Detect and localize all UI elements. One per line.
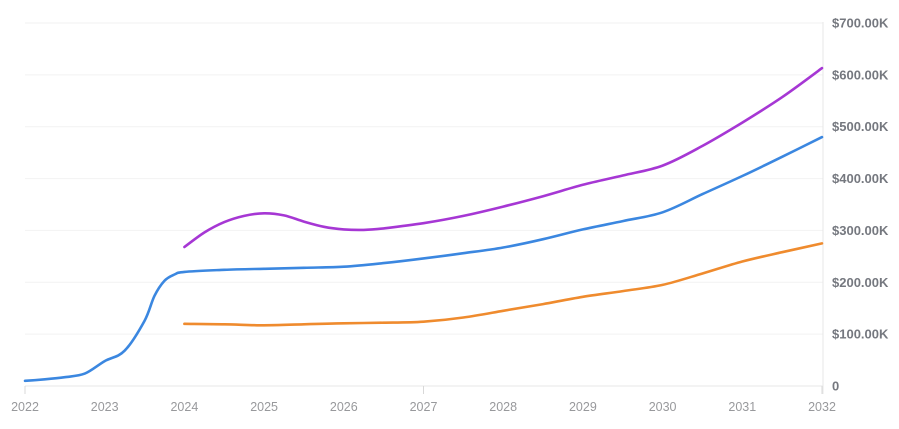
x-axis-label: 2031 xyxy=(728,400,756,414)
y-axis-label: $300.00K xyxy=(832,223,889,238)
y-axis-label: $200.00K xyxy=(832,275,889,290)
x-axis-label: 2026 xyxy=(330,400,358,414)
x-axis-label: 2028 xyxy=(489,400,517,414)
purple-series-line xyxy=(183,66,824,249)
y-axis-label: $400.00K xyxy=(832,171,889,186)
x-axis-label: 2032 xyxy=(808,400,836,414)
gridlines xyxy=(25,22,823,335)
x-axis-labels: 2022 2023 2024 2025 2026 2027 2028 2029 2030 2031… xyxy=(11,400,836,414)
y-axis-label: $100.00K xyxy=(832,327,889,342)
y-axis-label: $700.00K xyxy=(832,16,889,31)
orange-series-line xyxy=(183,242,824,327)
x-axis-label: 2023 xyxy=(91,400,119,414)
x-axis-label: 2024 xyxy=(170,400,198,414)
y-axis-labels: $700.00K $600.00K $500.00K $400.00K $300.00K… xyxy=(832,16,889,394)
blue-series-line xyxy=(23,135,824,383)
y-axis-label: $600.00K xyxy=(832,67,889,82)
y-axis-label: 0 xyxy=(832,379,839,394)
x-axis-label: 2029 xyxy=(569,400,597,414)
y-axis-label: $500.00K xyxy=(832,119,889,134)
x-axis-label: 2030 xyxy=(649,400,677,414)
x-axis-label: 2027 xyxy=(410,400,438,414)
x-axis-label: 2022 xyxy=(11,400,39,414)
x-axis-ticks xyxy=(24,386,823,394)
x-axis-label: 2025 xyxy=(250,400,278,414)
series-group xyxy=(23,66,824,383)
